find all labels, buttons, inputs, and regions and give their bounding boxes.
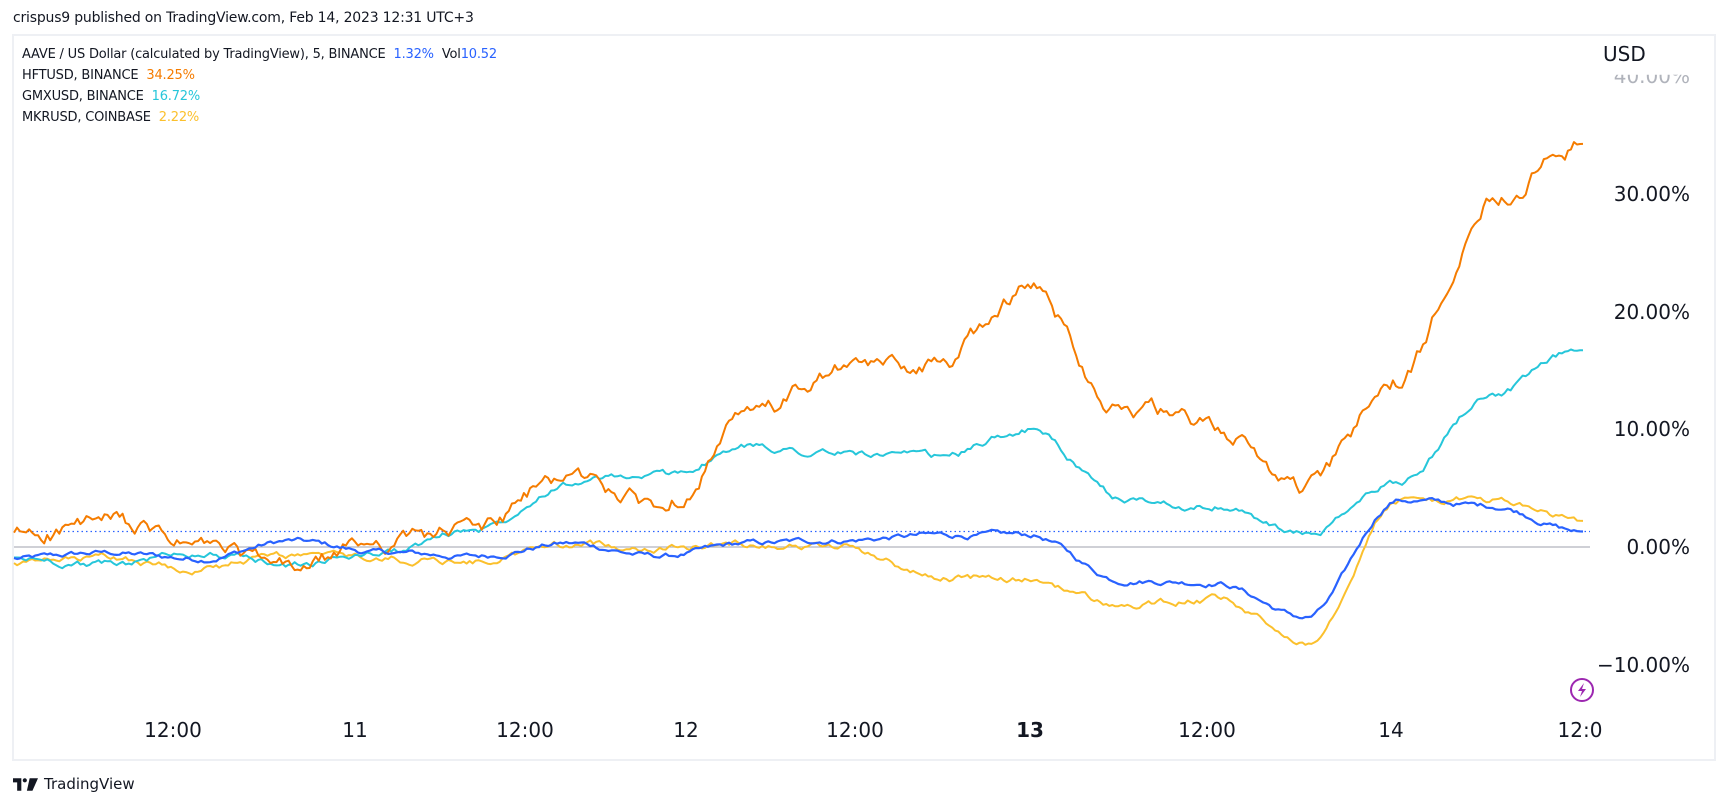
legend-label-mkrusd: MKRUSD, COINBASE bbox=[22, 110, 151, 125]
x-tick: 12:00 bbox=[826, 718, 884, 742]
x-tick: 12 bbox=[673, 718, 699, 742]
legend-row-hftusd[interactable]: HFTUSD, BINANCE 34.25% bbox=[22, 65, 497, 86]
y-tick-40: 40.00% bbox=[1613, 64, 1690, 88]
tradingview-brand[interactable]: TradingView bbox=[13, 775, 135, 793]
published-info: crispus9 published on TradingView.com, F… bbox=[13, 10, 474, 26]
x-tick: 12:00 bbox=[496, 718, 554, 742]
legend-value-aave: 1.32% bbox=[393, 47, 435, 62]
x-tick: 13 bbox=[1016, 718, 1044, 742]
legend-row-aave[interactable]: AAVE / US Dollar (calculated by TradingV… bbox=[22, 44, 497, 65]
y-tick-30: 30.00% bbox=[1613, 182, 1690, 206]
x-tick: 12:0 bbox=[1557, 718, 1603, 742]
chart-legend: AAVE / US Dollar (calculated by TradingV… bbox=[22, 44, 497, 128]
legend-vol-value: 10.52 bbox=[460, 47, 497, 62]
legend-value-mkrusd: 2.22% bbox=[158, 110, 200, 125]
y-tick-20: 20.00% bbox=[1613, 300, 1690, 324]
x-tick: 12:00 bbox=[144, 718, 202, 742]
lightning-icon[interactable] bbox=[1569, 677, 1595, 703]
legend-vol-label: Vol bbox=[441, 47, 461, 62]
brand-name: TradingView bbox=[44, 775, 135, 793]
series-mkrusd bbox=[13, 495, 1584, 646]
currency-label[interactable]: USD bbox=[1603, 42, 1646, 66]
legend-row-mkrusd[interactable]: MKRUSD, COINBASE 2.22% bbox=[22, 107, 497, 128]
series-gmxusd bbox=[14, 348, 1584, 570]
y-tick-minus-10: −10.00% bbox=[1596, 653, 1690, 677]
legend-value-hftusd: 34.25% bbox=[146, 68, 195, 83]
y-tick-0: 0.00% bbox=[1626, 535, 1690, 559]
legend-value-gmxusd: 16.72% bbox=[151, 89, 201, 104]
legend-label-hftusd: HFTUSD, BINANCE bbox=[22, 68, 139, 83]
tradingview-logo-icon bbox=[13, 777, 38, 791]
legend-label-aave: AAVE / US Dollar (calculated by TradingV… bbox=[22, 47, 386, 62]
x-tick: 11 bbox=[342, 718, 368, 742]
series-aave bbox=[13, 497, 1584, 620]
x-tick: 14 bbox=[1378, 718, 1404, 742]
y-tick-10: 10.00% bbox=[1613, 417, 1690, 441]
series-hftusd bbox=[13, 141, 1584, 572]
legend-row-gmxusd[interactable]: GMXUSD, BINANCE 16.72% bbox=[22, 86, 497, 107]
legend-label-gmxusd: GMXUSD, BINANCE bbox=[22, 89, 144, 104]
x-tick: 12:00 bbox=[1178, 718, 1236, 742]
chart-panel[interactable] bbox=[12, 34, 1716, 761]
